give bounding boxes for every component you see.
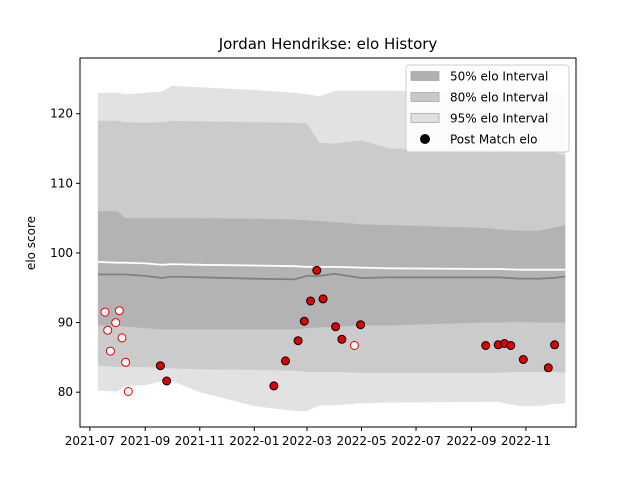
x-tick-label-7: 2022-09: [446, 434, 496, 448]
post-match-elo-point-11: [281, 356, 290, 366]
post-match-elo-point-8: [155, 361, 165, 371]
post-match-elo-point-15: [312, 265, 322, 275]
post-match-elo-point-19: [349, 341, 359, 350]
post-match-elo-point-12: [293, 336, 303, 346]
x-tick-label-1: 2021-09: [120, 434, 170, 448]
post-match-elo-point-16: [318, 294, 328, 304]
x-tick-label-4: 2022-03: [282, 434, 332, 448]
chart-title: Jordan Hendrikse: elo History: [218, 35, 438, 53]
legend-box: [405, 64, 570, 153]
post-match-elo-point-4: [114, 306, 124, 316]
post-match-elo-point-27: [550, 340, 560, 350]
band-50-interval: [97, 211, 566, 330]
post-match-elo-point-13: [299, 316, 309, 326]
post-match-elo-point-18: [337, 334, 347, 344]
post-match-elo-point-24: [506, 341, 516, 350]
post-match-elo-point-25: [518, 355, 528, 364]
post-match-elo-point-14: [306, 296, 316, 306]
x-tick-label-6: 2022-07: [391, 434, 441, 448]
legend-label-3: Post Match elo: [450, 133, 537, 147]
legend-label-0: 50% elo Interval: [450, 70, 548, 84]
post-match-elo-point-9: [162, 376, 172, 386]
post-match-elo-point-1: [103, 325, 113, 335]
legend-swatch-2: [410, 113, 440, 123]
legend-label-1: 80% elo Interval: [450, 91, 548, 105]
legend-marker-3: [420, 134, 430, 144]
y-tick-label-1: 90: [58, 316, 73, 330]
post-match-elo-point-3: [111, 318, 121, 328]
axes: 2021-07 2021-09 2021-11 2022-01 2022-03 2022-…: [50, 57, 577, 448]
post-match-elo-point-2: [105, 346, 115, 356]
post-match-elo-point-5: [117, 333, 127, 343]
legend-swatch-0: [410, 71, 440, 81]
post-match-elo-point-6: [121, 357, 131, 367]
x-tick-label-0: 2021-07: [65, 434, 115, 448]
y-axis-label: elo score: [24, 216, 38, 270]
post-match-elo-point-26: [543, 363, 553, 373]
legend-label-2: 95% elo Interval: [450, 112, 548, 126]
x-tick-label-3: 2022-01: [229, 434, 279, 448]
axes-frame: [79, 57, 577, 428]
y-tick-label-2: 100: [50, 246, 73, 260]
post-match-elo-point-7: [123, 387, 133, 396]
y-tick-label-3: 110: [50, 176, 73, 190]
y-tick-label-4: 120: [50, 107, 73, 121]
x-tick-label-8: 2022-11: [501, 434, 551, 448]
y-tick-label-0: 80: [58, 385, 73, 399]
post-match-elo-point-17: [331, 322, 341, 332]
post-match-elo-point-20: [356, 320, 366, 330]
mean-elo-line: [97, 272, 566, 281]
x-tick-label-5: 2022-05: [336, 434, 386, 448]
legend-swatch-1: [410, 92, 440, 102]
expected-elo-line: [97, 261, 566, 271]
x-tick-label-2: 2021-11: [175, 434, 225, 448]
plot-area: [97, 85, 566, 412]
post-match-elo-point-10: [269, 381, 279, 391]
legend: 50% elo Interval 80% elo Interval 95% elo …: [405, 64, 570, 153]
post-match-elo-point-0: [100, 307, 110, 317]
post-match-elo-point-21: [481, 341, 491, 350]
